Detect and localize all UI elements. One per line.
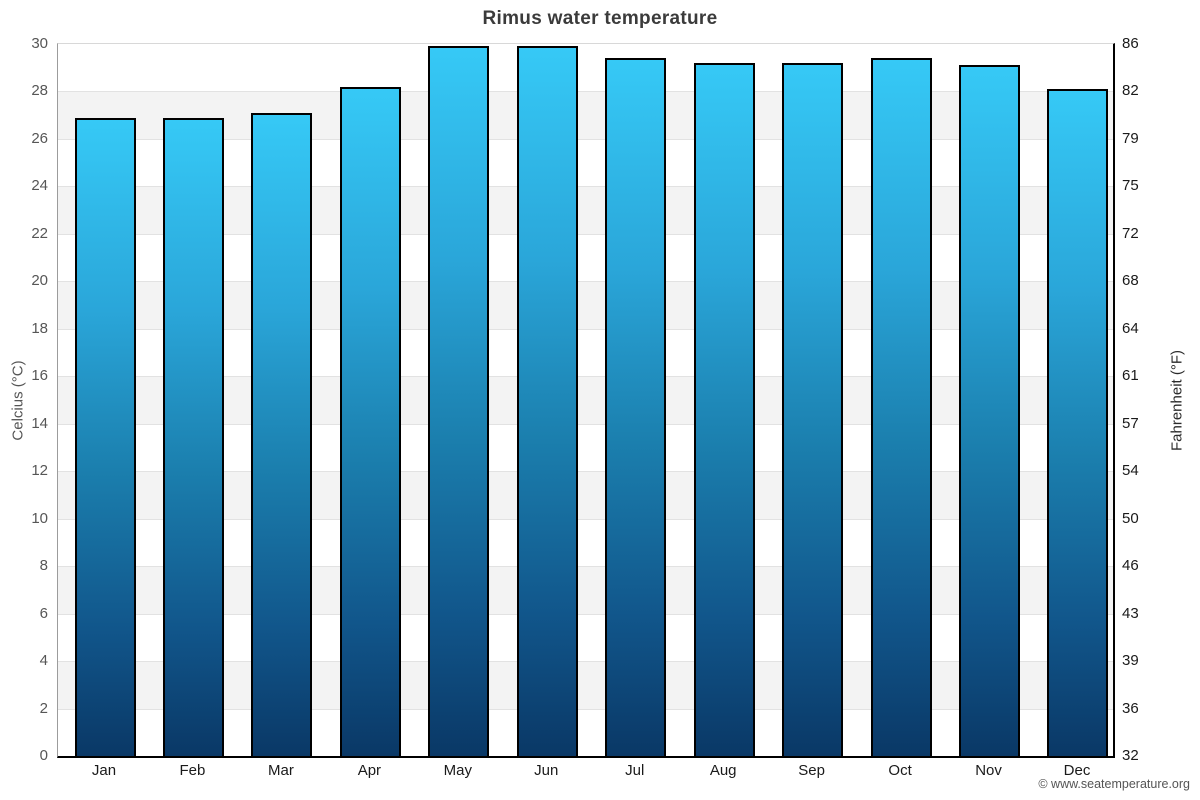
x-tick-sep: Sep [798,762,825,779]
y-tick-celsius-2: 2 [39,699,48,717]
y-tick-fahrenheit-75: 75 [1122,177,1139,195]
x-tick-may: May [443,762,472,779]
y-axis-label-celsius: Celcius (°C) [9,360,27,441]
bar-mar [251,112,313,756]
y-tick-fahrenheit-61: 61 [1122,367,1139,385]
bar-feb [162,117,224,756]
y-tick-celsius-18: 18 [31,319,48,337]
y-tick-celsius-14: 14 [31,414,48,432]
background-band [58,44,1113,92]
y-tick-fahrenheit-68: 68 [1122,272,1139,290]
y-tick-celsius-6: 6 [39,604,48,622]
gridline [58,91,1113,93]
x-tick-feb: Feb [179,762,206,779]
y-tick-celsius-8: 8 [39,557,48,575]
y-tick-fahrenheit-86: 86 [1122,35,1139,52]
x-tick-aug: Aug [709,762,737,779]
bar-jan [74,117,136,756]
y-tick-celsius-22: 22 [31,224,48,242]
x-tick-jun: Jun [534,762,559,779]
y-tick-celsius-10: 10 [31,509,48,527]
bar-apr [339,86,401,756]
y-tick-fahrenheit-39: 39 [1122,652,1139,670]
bar-dec [1047,89,1109,756]
bar-jun [516,46,578,756]
copyright-credit: © www.seatemperature.org [1038,777,1190,791]
x-tick-dec: Dec [1063,762,1091,779]
y-axis-label-fahrenheit: Fahrenheit (°F) [1168,349,1186,452]
y-tick-celsius-0: 0 [39,747,48,764]
x-tick-jul: Jul [625,762,645,779]
x-tick-oct: Oct [888,762,912,779]
y-tick-fahrenheit-43: 43 [1122,604,1139,622]
bar-nov [959,65,1021,756]
plot-area [57,43,1115,758]
bar-may [428,46,490,756]
y-tick-fahrenheit-64: 64 [1122,319,1139,337]
x-tick-nov: Nov [975,762,1002,779]
y-tick-fahrenheit-57: 57 [1122,414,1139,432]
y-tick-fahrenheit-46: 46 [1122,557,1139,575]
y-tick-celsius-20: 20 [31,272,48,290]
y-tick-celsius-30: 30 [31,35,48,52]
y-tick-celsius-28: 28 [31,82,48,100]
bar-oct [870,58,932,756]
chart-title: Rimus water temperature [482,8,718,29]
y-tick-celsius-16: 16 [31,367,48,385]
x-tick-mar: Mar [267,762,294,779]
bar-aug [693,63,755,756]
y-tick-fahrenheit-72: 72 [1122,224,1139,242]
y-tick-fahrenheit-79: 79 [1122,129,1139,147]
x-tick-jan: Jan [91,762,117,779]
x-tick-apr: Apr [357,762,382,779]
y-tick-celsius-24: 24 [31,177,48,195]
y-tick-fahrenheit-32: 32 [1122,747,1139,764]
y-tick-fahrenheit-50: 50 [1122,509,1139,527]
y-tick-celsius-26: 26 [31,129,48,147]
y-tick-fahrenheit-36: 36 [1122,699,1139,717]
y-tick-celsius-12: 12 [31,462,48,480]
y-tick-celsius-4: 4 [39,652,48,670]
bar-jul [605,58,667,756]
y-tick-fahrenheit-82: 82 [1122,82,1139,100]
bar-sep [782,63,844,756]
y-tick-fahrenheit-54: 54 [1122,462,1139,480]
